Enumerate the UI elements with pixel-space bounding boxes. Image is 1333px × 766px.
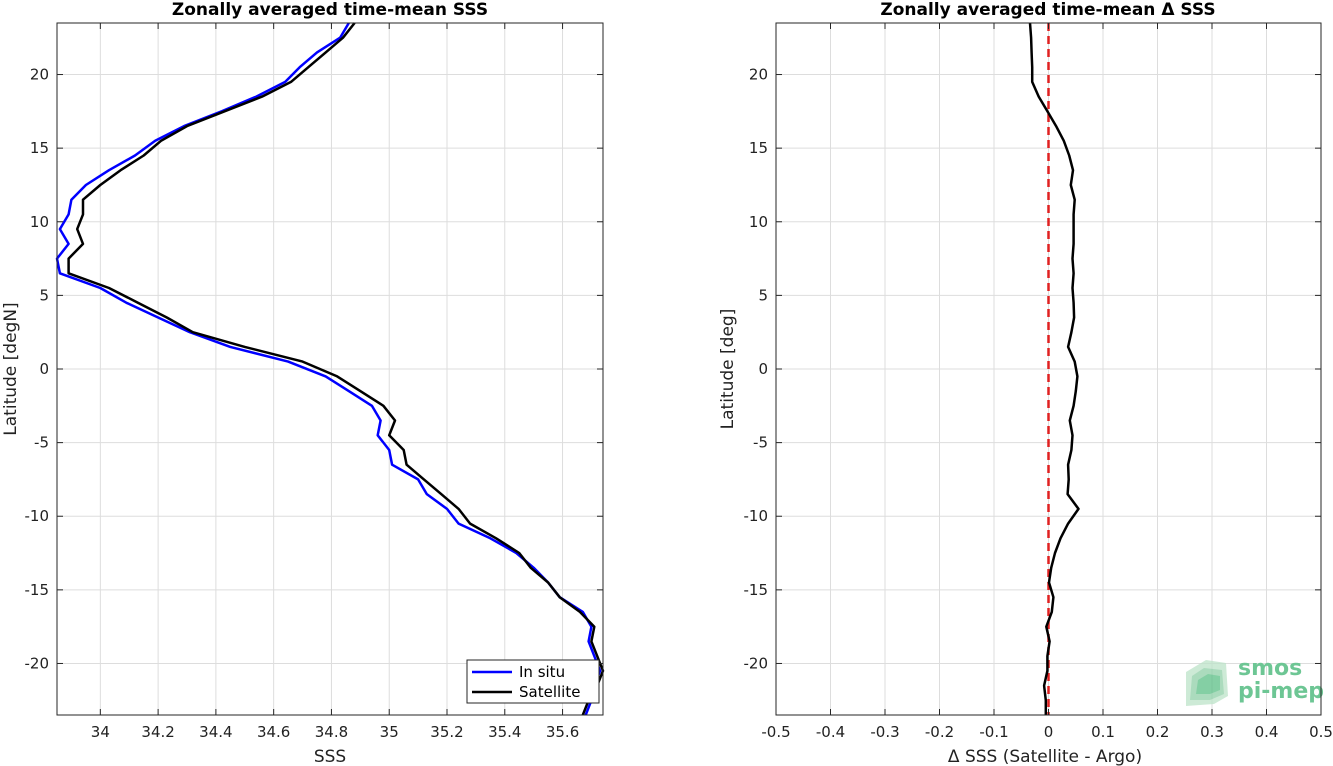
y-tick-label: 10 — [749, 213, 768, 231]
x-tick-label: 34.6 — [257, 723, 290, 741]
delta-sss-ticks: -0.5 -0.4 -0.3 -0.2 -0.1 0 0.1 0.2 0.3 0.4 0.5 -20 -… — [744, 23, 1333, 741]
y-tick-label: 20 — [749, 66, 768, 84]
x-tick-label: 34.8 — [315, 723, 348, 741]
x-tick-label: -0.1 — [979, 723, 1008, 741]
logo-text-smos: smos — [1238, 656, 1302, 681]
delta-sss-x-axis-label: Δ SSS (Satellite - Argo) — [948, 747, 1142, 766]
y-tick-label: -20 — [25, 654, 50, 672]
y-tick-label: 0 — [758, 360, 768, 378]
y-tick-label: -10 — [744, 507, 769, 525]
x-tick-label: 35 — [380, 723, 399, 741]
y-tick-label: -5 — [34, 434, 49, 452]
y-tick-label: 20 — [30, 66, 49, 84]
y-tick-label: -15 — [25, 581, 50, 599]
delta-sss-series-lines — [1028, 22, 1080, 715]
y-tick-label: 0 — [39, 360, 49, 378]
x-tick-label: 0 — [1044, 723, 1054, 741]
x-tick-label: 35.2 — [430, 723, 463, 741]
delta-sss-y-axis-label: Latitude [deg] — [718, 309, 738, 430]
y-tick-label: -20 — [744, 654, 769, 672]
sss-panel: Zonally averaged time-mean SSS 34 34.2 34.… — [1, 0, 605, 766]
x-tick-label: 0.3 — [1200, 723, 1224, 741]
series-line-0 — [1028, 22, 1080, 715]
legend-box — [466, 659, 600, 704]
x-tick-label: 0.2 — [1146, 723, 1170, 741]
x-tick-label: 0.4 — [1255, 723, 1279, 741]
watermark-logo: smos pi-mep — [1186, 656, 1324, 706]
x-tick-label: 35.4 — [488, 723, 521, 741]
x-tick-label: -0.5 — [761, 723, 790, 741]
sss-series-lines — [55, 22, 605, 716]
y-tick-label: 10 — [30, 213, 49, 231]
y-tick-label: 15 — [749, 139, 768, 157]
series-line-satellite — [67, 22, 605, 716]
x-tick-label: -0.4 — [816, 723, 845, 741]
legend-label-satellite: Satellite — [519, 683, 580, 701]
delta-sss-panel-title: Zonally averaged time-mean Δ SSS — [880, 0, 1215, 20]
x-tick-label: 0.5 — [1309, 723, 1333, 741]
x-tick-label: 35.6 — [546, 723, 579, 741]
x-tick-label: 0.1 — [1091, 723, 1115, 741]
smos-pi-mep-logo-mark — [1186, 660, 1228, 706]
sss-y-axis-label: Latitude [degN] — [1, 302, 21, 435]
logo-text-pi-mep: pi-mep — [1238, 679, 1324, 704]
delta-sss-panel: Zonally averaged time-mean Δ SSS smos pi… — [718, 0, 1333, 766]
y-tick-label: 15 — [30, 139, 49, 157]
x-tick-label: 34.4 — [199, 723, 232, 741]
x-tick-label: -0.2 — [925, 723, 954, 741]
legend: In situ Satellite — [466, 659, 600, 704]
legend-label-in-situ: In situ — [519, 663, 565, 681]
x-tick-label: 34 — [91, 723, 110, 741]
y-tick-label: 5 — [758, 286, 768, 304]
sss-x-axis-label: SSS — [314, 747, 346, 766]
sss-gridlines — [57, 23, 603, 715]
y-tick-label: 5 — [39, 286, 49, 304]
y-tick-label: -5 — [753, 434, 768, 452]
y-tick-label: -10 — [25, 507, 50, 525]
y-tick-label: -15 — [744, 581, 769, 599]
x-tick-label: 34.2 — [141, 723, 174, 741]
sss-panel-title: Zonally averaged time-mean SSS — [172, 0, 488, 20]
sss-ticks: 34 34.2 34.4 34.6 34.8 35 35.2 35.4 35.6 -20 -15 -1… — [25, 23, 603, 741]
x-tick-label: -0.3 — [870, 723, 899, 741]
